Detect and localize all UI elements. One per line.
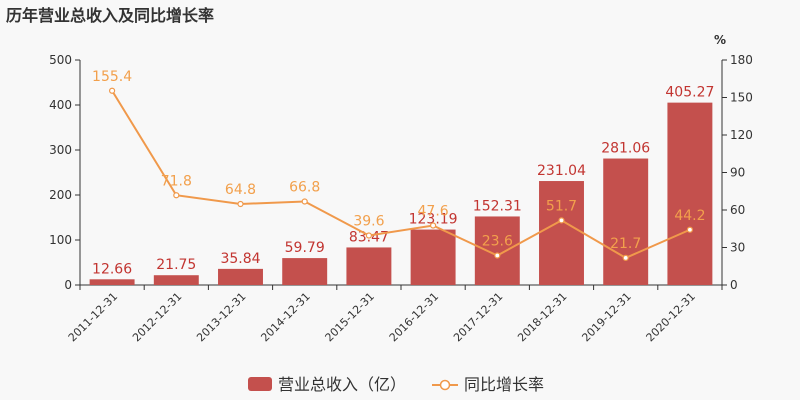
growth-value-label: 47.6 <box>418 204 449 220</box>
y-left-tick-label: 100 <box>49 233 72 247</box>
growth-point <box>558 217 565 224</box>
y-left-tick-label: 0 <box>64 278 72 292</box>
y-right-tick-label: 120 <box>730 128 753 142</box>
y-left-tick-label: 500 <box>49 53 72 67</box>
x-tick-label: 2013-12-31 <box>194 290 248 344</box>
growth-value-label: 23.6 <box>482 234 513 250</box>
bar-value-label: 152.31 <box>473 198 522 214</box>
growth-point <box>301 198 308 205</box>
growth-point <box>686 226 694 233</box>
growth-value-label: 21.7 <box>610 236 641 252</box>
legend-bar-label: 营业总收入（亿） <box>278 375 406 394</box>
y-left-tick-label: 400 <box>49 98 72 112</box>
bar-value-label: 35.84 <box>220 251 260 267</box>
y-right-tick-label: 90 <box>730 166 745 180</box>
y-right-tick-label: 60 <box>730 203 745 217</box>
bar-value-label: 281.06 <box>601 141 650 157</box>
growth-point <box>173 192 180 199</box>
growth-point <box>622 254 629 261</box>
y-right-tick-label: 150 <box>730 91 753 105</box>
bar-value-label: 405.27 <box>665 85 714 101</box>
x-tick-label: 2015-12-31 <box>323 290 377 344</box>
growth-point <box>237 200 244 208</box>
bar <box>89 279 135 285</box>
growth-point <box>108 87 116 94</box>
growth-value-label: 44.2 <box>674 208 705 224</box>
bar <box>603 158 649 285</box>
bar <box>474 216 520 285</box>
bar <box>153 275 199 285</box>
y-left-tick-label: 200 <box>49 188 72 202</box>
y-right-tick-label: 180 <box>730 53 753 67</box>
chart-title: 历年营业总收入及同比增长率 <box>6 6 215 25</box>
growth-point <box>494 252 501 259</box>
bar <box>410 229 456 285</box>
bar <box>218 268 263 285</box>
y-right-unit: % <box>714 33 726 47</box>
growth-point <box>365 232 372 239</box>
y-right-tick-label: 0 <box>730 278 738 292</box>
x-tick-label: 2016-12-31 <box>387 290 441 344</box>
x-tick-label: 2017-12-31 <box>451 290 505 344</box>
legend-line-marker <box>439 379 451 391</box>
bar-value-label: 123.19 <box>409 212 458 228</box>
x-tick-label: 2012-12-31 <box>130 290 184 344</box>
x-tick-label: 2020-12-31 <box>644 290 698 344</box>
growth-value-label: 66.8 <box>289 180 320 196</box>
growth-value-label: 71.8 <box>161 173 192 189</box>
x-tick-label: 2014-12-31 <box>258 290 312 344</box>
growth-value-label: 39.6 <box>353 214 384 230</box>
growth-value-label: 155.4 <box>92 69 132 85</box>
legend-line-label: 同比增长率 <box>464 375 544 394</box>
bar <box>346 247 392 285</box>
bar-value-label: 59.79 <box>285 240 325 256</box>
bar <box>667 102 713 285</box>
x-tick-label: 2018-12-31 <box>515 290 569 344</box>
x-tick-label: 2011-12-31 <box>66 290 120 344</box>
legend-bar-swatch <box>248 377 272 391</box>
bar <box>282 258 328 285</box>
bar <box>539 181 584 285</box>
x-tick-label: 2019-12-31 <box>579 290 633 344</box>
growth-line <box>111 90 691 259</box>
growth-point <box>430 222 437 229</box>
y-right-tick-label: 30 <box>730 241 745 255</box>
growth-value-label: 64.8 <box>225 182 256 198</box>
y-left-tick-label: 300 <box>49 143 72 157</box>
bar-value-label: 21.75 <box>156 257 196 273</box>
bar-value-label: 12.66 <box>92 261 132 277</box>
growth-value-label: 51.7 <box>546 198 577 214</box>
bar-value-label: 231.04 <box>537 163 586 179</box>
